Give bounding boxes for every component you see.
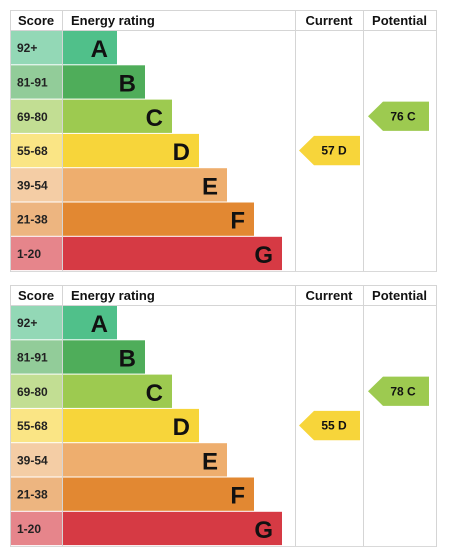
- rating-letter: G: [254, 242, 273, 269]
- score-cell: [11, 374, 62, 408]
- rating-letter: C: [146, 105, 163, 132]
- potential-rating-label: 78 C: [390, 384, 416, 398]
- score-label: 55-68: [17, 419, 48, 433]
- rating-bar-e: [63, 443, 227, 477]
- score-label: 92+: [17, 41, 37, 55]
- rating-letter: C: [146, 380, 163, 407]
- rating-bar-b: [63, 65, 145, 99]
- score-label: 69-80: [17, 110, 48, 124]
- rating-letter: G: [254, 517, 273, 544]
- score-cell: [11, 202, 62, 236]
- score-cell: [11, 511, 62, 546]
- rating-bar-c: [63, 99, 172, 133]
- rating-letter: A: [91, 36, 108, 63]
- rating-bar-e: [63, 168, 227, 202]
- chart-frame: [10, 10, 437, 272]
- score-label: 1-20: [17, 522, 41, 536]
- rating-bar-c: [63, 374, 172, 408]
- potential-arrow: [368, 101, 429, 131]
- score-label: 55-68: [17, 144, 48, 158]
- score-label: 92+: [17, 316, 37, 330]
- chart-frame: [10, 285, 437, 547]
- rating-letter: A: [91, 311, 108, 338]
- rating-letter: D: [173, 139, 190, 166]
- score-label: 39-54: [17, 178, 48, 192]
- epc-chart-1: Score Energy rating Current Potential 92+ A 81…: [0, 10, 449, 272]
- rating-bar-d: [63, 408, 199, 443]
- header-rating: Energy rating: [71, 288, 155, 303]
- header-rating: Energy rating: [71, 13, 155, 28]
- rating-bar-g: [63, 236, 282, 271]
- potential-rating-label: 76 C: [390, 109, 416, 123]
- header-potential: Potential: [372, 13, 427, 28]
- potential-arrow: [368, 376, 429, 406]
- rating-letter: D: [173, 414, 190, 441]
- score-cell: [11, 408, 62, 443]
- epc-chart-svg: Score Energy rating Current Potential 92+ A 81…: [10, 285, 437, 547]
- rating-letter: E: [202, 173, 218, 200]
- score-label: 39-54: [17, 453, 48, 467]
- score-cell: [11, 236, 62, 271]
- score-cell: [11, 65, 62, 99]
- score-cell: [11, 99, 62, 133]
- score-cell: [11, 168, 62, 202]
- score-cell: [11, 477, 62, 511]
- header-score: Score: [18, 13, 54, 28]
- rating-bar-g: [63, 511, 282, 546]
- score-label: 21-38: [17, 488, 48, 502]
- score-label: 69-80: [17, 385, 48, 399]
- rating-bar-f: [63, 477, 254, 511]
- score-cell: [11, 306, 62, 340]
- current-rating-label: 55 D: [321, 419, 347, 433]
- rating-letter: E: [202, 448, 218, 475]
- rating-bar-a: [63, 31, 117, 65]
- header-score: Score: [18, 288, 54, 303]
- score-label: 81-91: [17, 350, 48, 364]
- header-current: Current: [306, 13, 354, 28]
- rating-bar-a: [63, 306, 117, 340]
- header-current: Current: [306, 288, 354, 303]
- rating-letter: B: [119, 70, 136, 97]
- rating-letter: B: [119, 345, 136, 372]
- score-label: 81-91: [17, 75, 48, 89]
- epc-chart-svg: Score Energy rating Current Potential 92+ A 81…: [10, 10, 437, 272]
- header-potential: Potential: [372, 288, 427, 303]
- rating-letter: F: [230, 208, 245, 235]
- score-cell: [11, 31, 62, 65]
- score-label: 1-20: [17, 247, 41, 261]
- rating-letter: F: [230, 483, 245, 510]
- rating-bar-f: [63, 202, 254, 236]
- epc-chart-2: Score Energy rating Current Potential 92+ A 81…: [0, 285, 449, 547]
- current-arrow: [299, 135, 360, 166]
- score-cell: [11, 133, 62, 168]
- current-rating-label: 57 D: [321, 144, 347, 158]
- score-cell: [11, 443, 62, 477]
- score-cell: [11, 340, 62, 374]
- current-arrow: [299, 410, 360, 441]
- rating-bar-d: [63, 133, 199, 168]
- score-label: 21-38: [17, 213, 48, 227]
- rating-bar-b: [63, 340, 145, 374]
